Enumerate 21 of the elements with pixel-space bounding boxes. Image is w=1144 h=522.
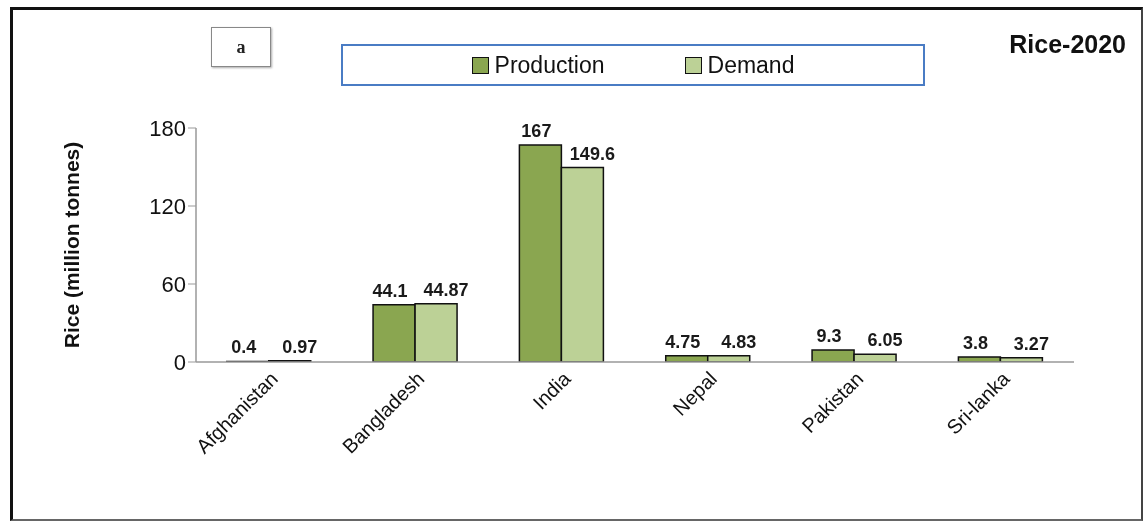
- y-tick-label: 180: [149, 115, 186, 141]
- data-label: 6.05: [867, 330, 903, 351]
- data-label: 4.83: [721, 331, 757, 352]
- legend-label: Production: [494, 51, 605, 79]
- y-tick-label: 120: [149, 193, 186, 219]
- data-label: 3.8: [962, 333, 988, 354]
- data-label: 3.27: [1013, 333, 1049, 354]
- y-axis-title: Rice (million tonnes): [60, 141, 84, 349]
- data-label: 0.4: [231, 337, 257, 358]
- y-tick-label: 0: [173, 349, 186, 375]
- legend-label: Demand: [707, 51, 795, 79]
- chart-title: Rice-2020: [1009, 30, 1126, 59]
- data-label: 167: [521, 120, 552, 141]
- text: a: [211, 27, 271, 67]
- data-label: 4.75: [665, 331, 701, 352]
- data-label: 149.6: [569, 143, 615, 164]
- data-label: 0.97: [282, 336, 318, 357]
- data-label: 44.87: [423, 279, 469, 300]
- data-label: 44.1: [372, 280, 408, 301]
- y-tick-label: 60: [161, 271, 186, 297]
- data-label: 9.3: [816, 325, 842, 346]
